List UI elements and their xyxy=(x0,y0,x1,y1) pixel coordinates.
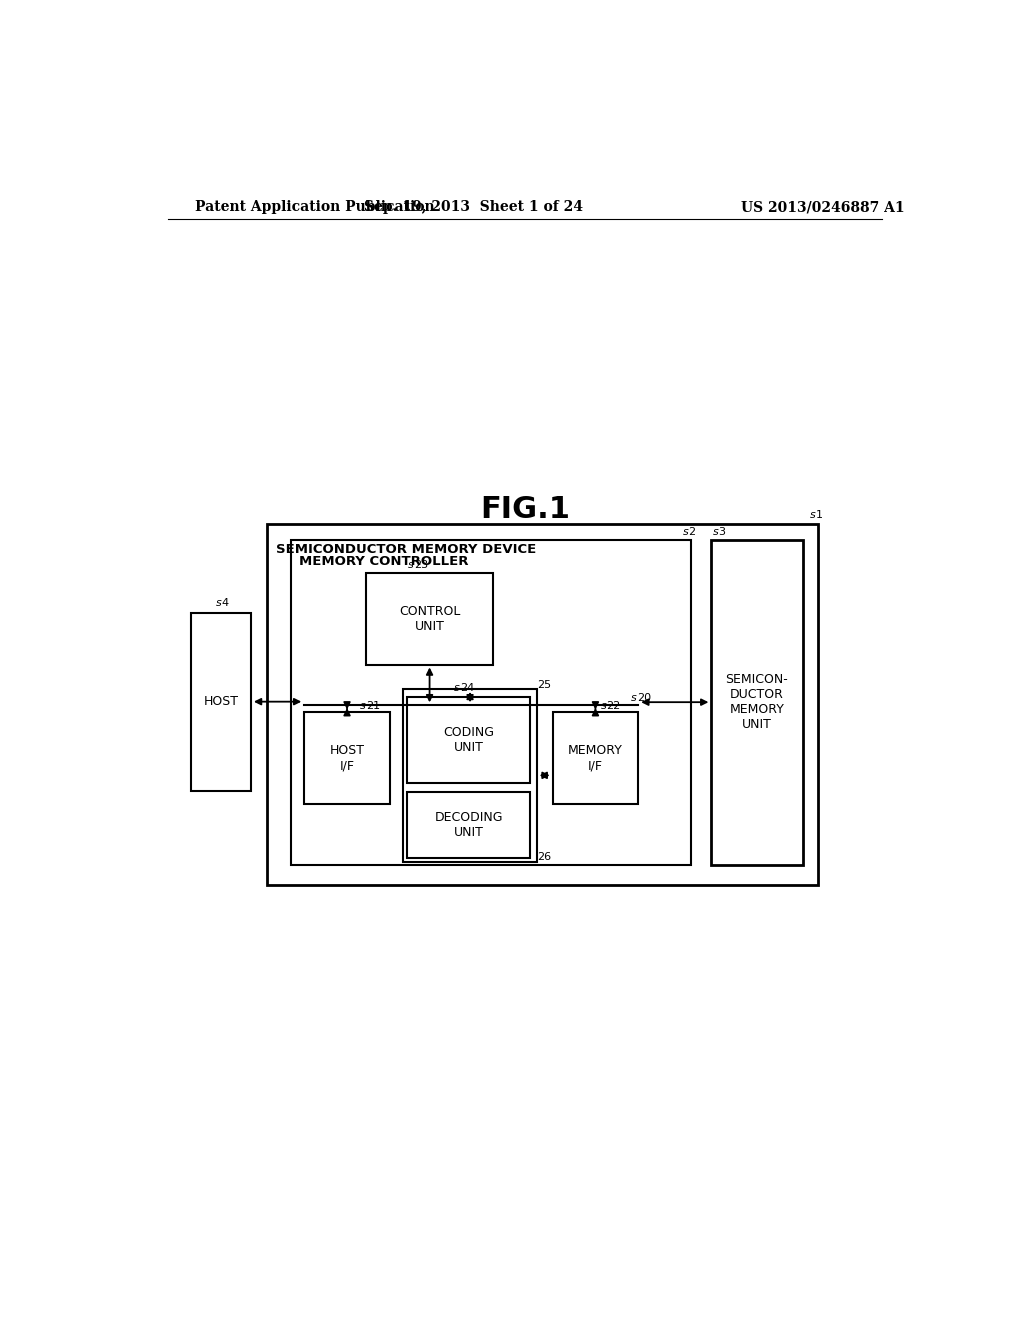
Text: MEMORY CONTROLLER: MEMORY CONTROLLER xyxy=(299,554,468,568)
Text: 21: 21 xyxy=(367,701,380,711)
Text: HOST
I/F: HOST I/F xyxy=(330,744,365,772)
Text: 4: 4 xyxy=(221,598,228,607)
Bar xyxy=(712,540,803,865)
Bar xyxy=(367,573,494,664)
Text: 20: 20 xyxy=(637,693,651,704)
Text: 1: 1 xyxy=(816,511,823,520)
Text: US 2013/0246887 A1: US 2013/0246887 A1 xyxy=(740,201,904,214)
Text: 3: 3 xyxy=(719,527,725,536)
Text: s: s xyxy=(454,682,460,693)
Text: SEMICON-
DUCTOR
MEMORY
UNIT: SEMICON- DUCTOR MEMORY UNIT xyxy=(726,673,788,731)
Text: 26: 26 xyxy=(537,851,551,862)
Text: SEMICONDUCTOR MEMORY DEVICE: SEMICONDUCTOR MEMORY DEVICE xyxy=(276,543,537,556)
Bar xyxy=(267,524,818,886)
Text: s: s xyxy=(216,598,221,607)
Text: Patent Application Publication: Patent Application Publication xyxy=(196,201,435,214)
Text: s: s xyxy=(683,527,688,536)
Text: 2: 2 xyxy=(688,527,695,536)
Text: s: s xyxy=(601,701,606,711)
Text: Sep. 19, 2013  Sheet 1 of 24: Sep. 19, 2013 Sheet 1 of 24 xyxy=(364,201,583,214)
Text: s: s xyxy=(713,527,719,536)
Text: s: s xyxy=(810,511,816,520)
Text: 23: 23 xyxy=(414,560,428,570)
Bar xyxy=(191,612,251,791)
Text: FIG.1: FIG.1 xyxy=(480,495,569,524)
Text: HOST: HOST xyxy=(204,696,239,708)
Text: DECODING
UNIT: DECODING UNIT xyxy=(434,810,503,838)
Text: s: s xyxy=(408,560,414,570)
Bar xyxy=(408,792,530,858)
Text: s: s xyxy=(631,693,637,704)
Text: MEMORY
I/F: MEMORY I/F xyxy=(568,744,623,772)
Text: CODING
UNIT: CODING UNIT xyxy=(443,726,495,754)
Text: 25: 25 xyxy=(537,680,551,690)
Text: CONTROL
UNIT: CONTROL UNIT xyxy=(399,605,460,632)
Text: 24: 24 xyxy=(460,682,474,693)
Text: 22: 22 xyxy=(606,701,621,711)
Text: s: s xyxy=(360,701,367,711)
Bar xyxy=(403,689,537,862)
Bar xyxy=(553,713,638,804)
Bar xyxy=(408,697,530,784)
Bar xyxy=(291,540,691,865)
Bar xyxy=(304,713,390,804)
